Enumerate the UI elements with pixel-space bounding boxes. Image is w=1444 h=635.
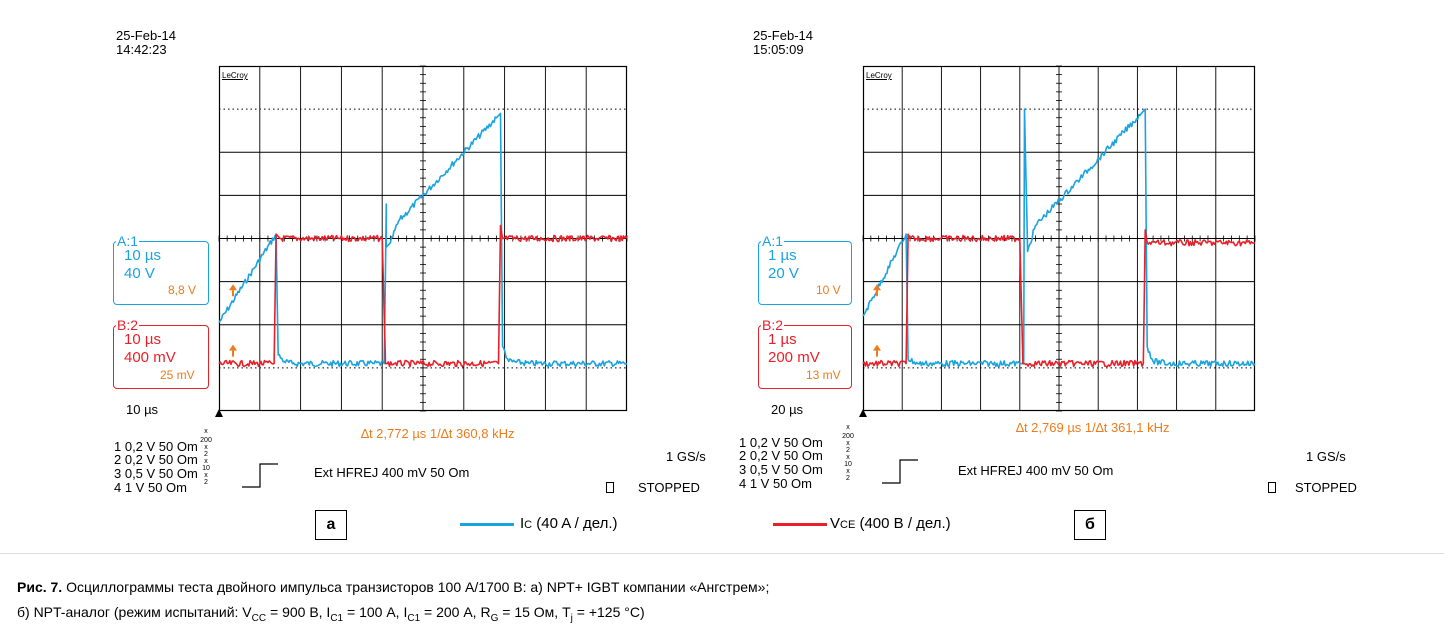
vce-trace — [218, 224, 628, 368]
timebase-label: 10 µs — [126, 402, 159, 417]
figure-caption-line1: Рис. 7. Осциллограммы теста двойного имп… — [17, 579, 770, 595]
multiplier-x: x — [204, 458, 208, 465]
ic-trace — [218, 112, 628, 368]
offset-marker-icon — [229, 284, 237, 291]
lecroy-logo: LeCroy — [222, 71, 248, 80]
channel-row: 2 0,2 V 50 Om — [739, 448, 823, 463]
scope-grid-a — [215, 65, 628, 417]
date-label: 25-Feb-14 — [753, 28, 813, 43]
channel-b-timebase: 10 µs — [124, 331, 161, 348]
figure-caption-line2: б) NPT-аналог (режим испытаний: VCC = 90… — [17, 604, 645, 624]
legend-vce-label: VCE (400 В / дел.) — [830, 515, 951, 532]
channel-b-volts: 400 mV — [124, 349, 176, 366]
trigger-arrow-icon — [215, 409, 223, 417]
channel-a-volts: 40 V — [124, 265, 155, 282]
caption-divider — [0, 553, 1444, 554]
channel-row: 4 1 V 50 Om — [739, 476, 812, 491]
channel-a-box — [758, 241, 852, 305]
channel-b-volts: 200 mV — [768, 349, 820, 366]
square-icon — [606, 482, 614, 493]
channel-row: 4 1 V 50 Om — [114, 480, 187, 495]
multiplier-x: x — [846, 424, 850, 431]
multiplier-value: 2 — [204, 451, 208, 458]
channel-a-timebase: 1 µs — [768, 247, 797, 264]
offset-marker-icon — [229, 344, 237, 351]
channel-b-offset: 13 mV — [806, 368, 841, 382]
legend-ic-line — [460, 523, 514, 526]
status-label: STOPPED — [1295, 480, 1357, 495]
offset-marker-icon — [873, 284, 881, 291]
date-label: 25-Feb-14 — [116, 28, 176, 43]
scope-grid-b — [859, 65, 1256, 417]
multiplier-value: 2 — [204, 479, 208, 486]
multiplier-value: 10 — [844, 461, 852, 468]
multiplier-x: x — [204, 428, 208, 435]
channel-a-offset: 8,8 V — [168, 283, 197, 297]
multiplier-value: 2 — [846, 447, 850, 454]
multiplier-x: x — [846, 468, 850, 475]
panel-letter-b: б — [1074, 510, 1106, 540]
channel-a-box — [113, 241, 209, 305]
channel-a-volts: 20 V — [768, 265, 799, 282]
panel-letter-a: а — [315, 510, 347, 540]
trigger-setting: Ext HFREJ 400 mV 50 Om — [314, 465, 470, 480]
legend-ic-label: IC (40 A / дел.) — [520, 515, 618, 532]
channel-a-timebase: 10 µs — [124, 247, 161, 264]
multiplier-value: 2 — [846, 475, 850, 482]
trigger-edge-icon — [242, 463, 278, 488]
channel-a-label: A:1 — [116, 233, 140, 249]
channel-b-offset: 25 mV — [160, 368, 195, 382]
channel-row: 1 0,2 V 50 Om — [114, 439, 198, 454]
multiplier-x: x — [846, 454, 850, 461]
legend-vce-line — [773, 523, 827, 526]
trigger-edge-icon — [882, 459, 918, 484]
channel-b-box — [758, 325, 852, 389]
square-icon — [1268, 482, 1276, 493]
multiplier-x: x — [846, 440, 850, 447]
multiplier-value: 10 — [202, 465, 210, 472]
channel-b-box — [113, 325, 209, 389]
multiplier-x: x — [204, 444, 208, 451]
trigger-setting: Ext HFREJ 400 mV 50 Om — [958, 463, 1114, 478]
multiplier-value: 200 — [200, 437, 212, 444]
timebase-label: 20 µs — [771, 402, 804, 417]
channel-b-label: B:2 — [761, 317, 785, 333]
channel-b-label: B:2 — [116, 317, 140, 333]
channel-a-label: A:1 — [761, 233, 785, 249]
sample-rate: 1 GS/s — [666, 449, 706, 464]
sample-rate: 1 GS/s — [1306, 449, 1346, 464]
delta-readout: ∆t 2,772 µs 1/∆t 360,8 kHz — [361, 426, 515, 441]
delta-readout: ∆t 2,769 µs 1/∆t 361,1 kHz — [1016, 420, 1170, 435]
channel-row: 2 0,2 V 50 Om — [114, 452, 198, 467]
offset-marker-icon — [873, 344, 881, 351]
multiplier-value: 200 — [842, 433, 854, 440]
lecroy-logo: LeCroy — [866, 71, 892, 80]
channel-row: 1 0,2 V 50 Om — [739, 435, 823, 450]
vce-trace — [862, 229, 1256, 368]
trigger-arrow-icon — [859, 409, 867, 417]
status-label: STOPPED — [638, 480, 700, 495]
channel-row: 3 0,5 V 50 Om — [114, 466, 198, 481]
time-label: 14:42:23 — [116, 42, 167, 57]
channel-row: 3 0,5 V 50 Om — [739, 462, 823, 477]
multiplier-x: x — [204, 472, 208, 479]
channel-b-timebase: 1 µs — [768, 331, 797, 348]
time-label: 15:05:09 — [753, 42, 804, 57]
channel-a-offset: 10 V — [816, 283, 841, 297]
ic-trace — [862, 108, 1256, 368]
